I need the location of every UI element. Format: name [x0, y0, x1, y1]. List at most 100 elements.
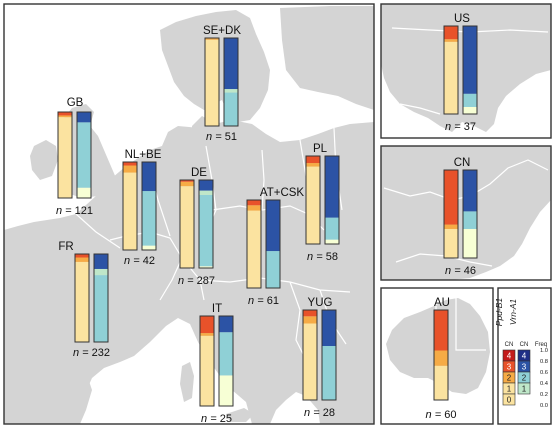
cn-vrn-segment-1 [463, 211, 477, 229]
pl-vrn-segment-0 [325, 239, 339, 244]
yug-ppd-bar-outline [302, 309, 318, 401]
atcsk-ppd-segment-0 [247, 210, 261, 288]
us-ppd-segment-2 [444, 26, 458, 40]
sample-size-de: n = 287 [178, 275, 215, 287]
legend-freq-tick-1: 0.8 [540, 359, 548, 365]
sample-size-pl: n = 58 [307, 251, 338, 263]
region-label-sedk: SE+DK [203, 25, 241, 37]
legend-swatches: 4 3 2 1 0 4 3 2 1 1.0 0.8 0.6 0.4 0.2 0.0 [502, 348, 549, 409]
legend-freq-tick-2: 0.6 [540, 370, 548, 376]
sedk-ppd-segment-0 [205, 39, 219, 127]
region-gb-bars [57, 111, 92, 199]
sample-size-prefix-de: n = [178, 275, 197, 287]
gb-ppd-segment-2 [58, 112, 72, 116]
sample-size-prefix-sedk: n = [206, 131, 225, 143]
au-ppd-segment-1 [434, 350, 448, 366]
region-label-atcsk: AT+CSK [260, 187, 305, 199]
sample-size-value-us: 37 [464, 121, 476, 133]
de-ppd-segment-2 [180, 180, 194, 182]
us-ppd-segment-1 [444, 39, 458, 42]
pl-vrn-bar-outline [324, 155, 340, 245]
legend-freq-tick-4: 0.2 [540, 392, 548, 398]
region-us-bars [443, 25, 478, 115]
pl-vrn-segment-1 [325, 217, 339, 240]
region-label-au: AU [434, 297, 450, 309]
au-ppd-segment-2 [434, 310, 448, 351]
legend-title-ppd: Ppd-B1 [494, 298, 504, 327]
sample-size-it: n = 25 [201, 413, 232, 425]
de-vrn-bar-outline [198, 179, 214, 269]
sample-size-value-atcsk: 61 [267, 295, 279, 307]
bars-layer [57, 25, 478, 407]
legend-frame [497, 287, 552, 425]
au-border-east [455, 298, 486, 351]
atcsk-vrn-segment-1 [266, 251, 280, 288]
region-atcsk-bars [246, 199, 281, 289]
us-frame [380, 3, 552, 139]
region-label-nlbe: NL+BE [125, 149, 162, 161]
fr-ppd-segment-0 [75, 261, 89, 342]
gb-ppd-bar-outline [57, 111, 73, 199]
sample-size-prefix-gb: n = [56, 205, 75, 217]
fr-vrn-segment-2 [94, 268, 108, 276]
us-mexico-border [399, 103, 441, 115]
atcsk-ppd-bar-outline [246, 199, 262, 289]
fr-vrn-bar-outline [93, 253, 109, 343]
yug-ppd-segment-2 [303, 310, 317, 317]
sample-size-fr: n = 232 [73, 347, 110, 359]
au-frame [380, 287, 494, 425]
legend-freq-tick-0: 1.0 [540, 348, 548, 354]
sample-size-nlbe: n = 42 [124, 255, 155, 267]
finland [280, 6, 374, 110]
yug-ppd-segment-0 [303, 323, 317, 400]
panel-frames [3, 3, 552, 425]
cn-ppd-segment-1 [444, 224, 458, 229]
sample-size-prefix-us: n = [445, 121, 464, 133]
sedk-vrn-segment-2 [224, 89, 238, 93]
de-ppd-segment-0 [180, 186, 194, 268]
region-nlbe-bars [122, 161, 157, 251]
legend-vrn-number-1: 1 [522, 385, 527, 394]
sample-size-atcsk: n = 61 [248, 295, 279, 307]
gb-vrn-segment-1 [77, 122, 91, 188]
yug-vrn-segment-1 [322, 346, 336, 400]
legend-ppd-number-1: 1 [507, 385, 512, 394]
cn-ppd-segment-2 [444, 170, 458, 225]
us-vrn-segment-3 [463, 26, 477, 94]
it-vrn-segment-3 [219, 316, 233, 333]
it-vrn-segment-1 [219, 332, 233, 376]
de-vrn-segment-0 [199, 266, 213, 268]
us-ppd-segment-0 [444, 41, 458, 115]
nlbe-ppd-segment-0 [123, 172, 137, 250]
us-vrn-segment-1 [463, 93, 477, 107]
sample-size-value-de: 287 [197, 275, 215, 287]
de-vrn-segment-3 [199, 180, 213, 191]
cn-frame [380, 145, 552, 281]
sample-size-value-cn: 46 [464, 265, 476, 277]
region-cn-bars [443, 169, 478, 259]
region-au-bars [433, 309, 449, 401]
sample-size-yug: n = 28 [304, 407, 335, 419]
fr-ppd-segment-2 [75, 254, 89, 258]
fr-ppd-bar-outline [74, 253, 90, 343]
fr-vrn-segment-3 [94, 254, 108, 269]
sample-size-prefix-nlbe: n = [124, 255, 143, 267]
gb-vrn-segment-0 [77, 187, 91, 198]
legend-ppd-number-3: 3 [507, 363, 512, 372]
de-ppd-bar-outline [179, 179, 195, 269]
region-label-it: IT [212, 303, 222, 315]
region-label-yug: YUG [308, 297, 333, 309]
region-pl-bars [305, 155, 340, 245]
sample-size-us: n = 37 [445, 121, 476, 133]
sardinia [180, 362, 194, 402]
legend-ppd-number-0: 0 [507, 396, 512, 405]
it-ppd-segment-1 [200, 333, 214, 336]
atcsk-ppd-segment-2 [247, 200, 261, 206]
sample-size-value-gb: 121 [75, 205, 93, 217]
legend-freq-tick-3: 0.4 [540, 381, 549, 387]
sample-size-cn: n = 46 [445, 265, 476, 277]
sample-size-prefix-yug: n = [304, 407, 323, 419]
nlbe-ppd-bar-outline [122, 161, 138, 251]
fr-vrn-segment-1 [94, 275, 108, 342]
sample-size-prefix-au: n = [426, 409, 445, 421]
